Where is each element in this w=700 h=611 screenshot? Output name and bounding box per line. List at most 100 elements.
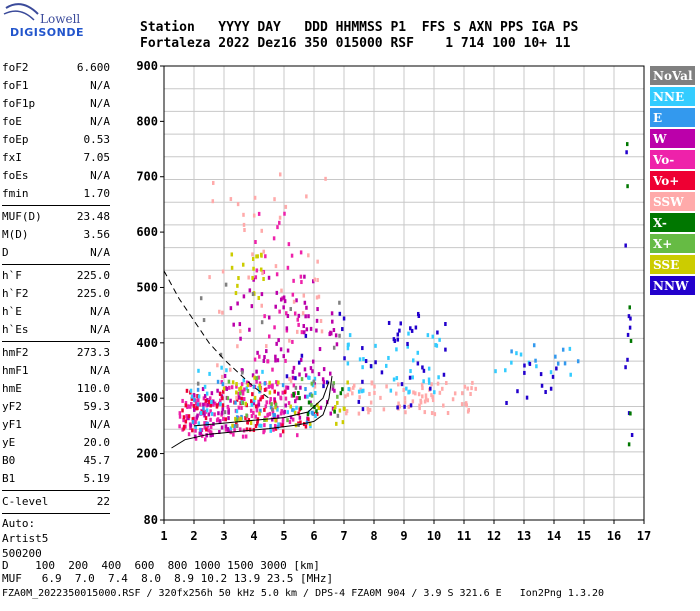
echo-point — [253, 195, 257, 200]
legend-swatch — [650, 255, 695, 274]
header-values: Fortaleza 2022 Dez16 350 015000 RSF 1 71… — [140, 36, 571, 51]
echo-point — [275, 272, 279, 277]
echo-point — [221, 407, 225, 412]
echo-point — [191, 417, 195, 422]
echo-point — [335, 421, 338, 426]
param-value: N/A — [90, 364, 110, 377]
echo-point — [416, 361, 420, 366]
legend-swatch — [650, 276, 695, 295]
echo-point — [250, 399, 253, 404]
echo-point — [253, 357, 257, 362]
echo-point — [291, 339, 294, 344]
echo-point — [300, 353, 304, 358]
echo-point — [286, 314, 290, 319]
echo-point — [303, 394, 307, 399]
param-value: 20.0 — [83, 436, 111, 449]
echo-point — [398, 328, 401, 333]
echo-point — [438, 337, 441, 342]
echo-point — [302, 324, 306, 329]
echo-point — [204, 437, 207, 442]
param-value: 0.53 — [83, 133, 111, 146]
echo-point — [629, 411, 632, 416]
echo-point — [203, 413, 206, 418]
echo-point — [451, 397, 455, 402]
echo-point — [244, 434, 248, 439]
y-tick-label: 200 — [136, 447, 158, 461]
echo-point — [274, 264, 278, 269]
x-tick-label: 14 — [547, 529, 561, 543]
echo-point — [212, 180, 215, 185]
echo-point — [341, 420, 345, 425]
echo-point — [240, 396, 243, 401]
echo-point — [348, 387, 352, 392]
echo-point — [189, 388, 193, 393]
param-name: foEp — [2, 133, 29, 146]
echo-point — [194, 434, 197, 439]
echo-point — [216, 388, 219, 393]
param-name: hmF2 — [2, 346, 29, 359]
echo-point — [256, 417, 260, 422]
echo-point — [417, 314, 421, 319]
legend-swatch — [650, 129, 695, 148]
echo-point — [268, 411, 272, 416]
param-name: fxI — [2, 151, 22, 164]
echo-point — [291, 417, 295, 422]
echo-point — [469, 391, 472, 396]
echo-point — [561, 347, 565, 352]
x-tick-label: 16 — [607, 529, 621, 543]
echo-point — [274, 402, 278, 407]
param-row: hmF1 N/A — [2, 362, 110, 380]
echo-point — [322, 367, 326, 372]
echo-point — [300, 330, 304, 335]
autoscale-info: Auto: — [2, 517, 36, 530]
echo-point — [409, 403, 413, 408]
echo-point — [396, 382, 400, 387]
echo-point — [330, 311, 334, 316]
echo-point — [216, 379, 220, 384]
echo-point — [329, 411, 333, 416]
echo-point — [203, 421, 206, 426]
echo-point — [395, 347, 398, 352]
echo-point — [262, 277, 265, 282]
echo-point — [295, 405, 298, 410]
param-value: 273.3 — [76, 346, 110, 359]
echo-point — [222, 416, 225, 421]
echo-point — [211, 402, 215, 407]
echo-point — [238, 417, 241, 422]
echo-point — [333, 388, 336, 393]
echo-point — [260, 320, 264, 325]
echo-point — [393, 338, 397, 343]
param-value: N/A — [90, 169, 110, 182]
echo-point — [206, 398, 209, 403]
echo-point — [357, 389, 361, 394]
echo-point — [346, 361, 350, 366]
param-value: N/A — [90, 246, 110, 259]
echo-point — [269, 423, 272, 428]
echo-point — [220, 374, 224, 379]
echo-point — [319, 405, 323, 410]
echo-point — [299, 385, 302, 390]
echo-point — [403, 396, 407, 401]
param-separator — [2, 264, 110, 265]
legend-swatch — [650, 108, 695, 127]
echo-point — [239, 329, 242, 334]
echo-point — [292, 383, 296, 388]
echo-point — [549, 370, 553, 375]
echo-point — [373, 384, 376, 389]
echo-point — [274, 304, 277, 309]
echo-point — [359, 387, 362, 392]
logo-lowell-text: Lowell — [40, 12, 81, 26]
echo-point — [237, 391, 240, 396]
echo-point — [224, 427, 228, 432]
echo-point — [235, 395, 238, 400]
echo-point — [197, 421, 201, 426]
echo-point — [251, 256, 255, 261]
echo-point — [437, 375, 440, 380]
echo-point — [241, 391, 245, 396]
echo-point — [256, 350, 259, 355]
footer-info: D 100 200 400 600 800 1000 1500 3000 [km… — [2, 559, 604, 611]
echo-point — [309, 400, 312, 405]
echo-point — [204, 401, 207, 406]
echo-point — [280, 409, 283, 414]
echo-point — [313, 405, 316, 410]
